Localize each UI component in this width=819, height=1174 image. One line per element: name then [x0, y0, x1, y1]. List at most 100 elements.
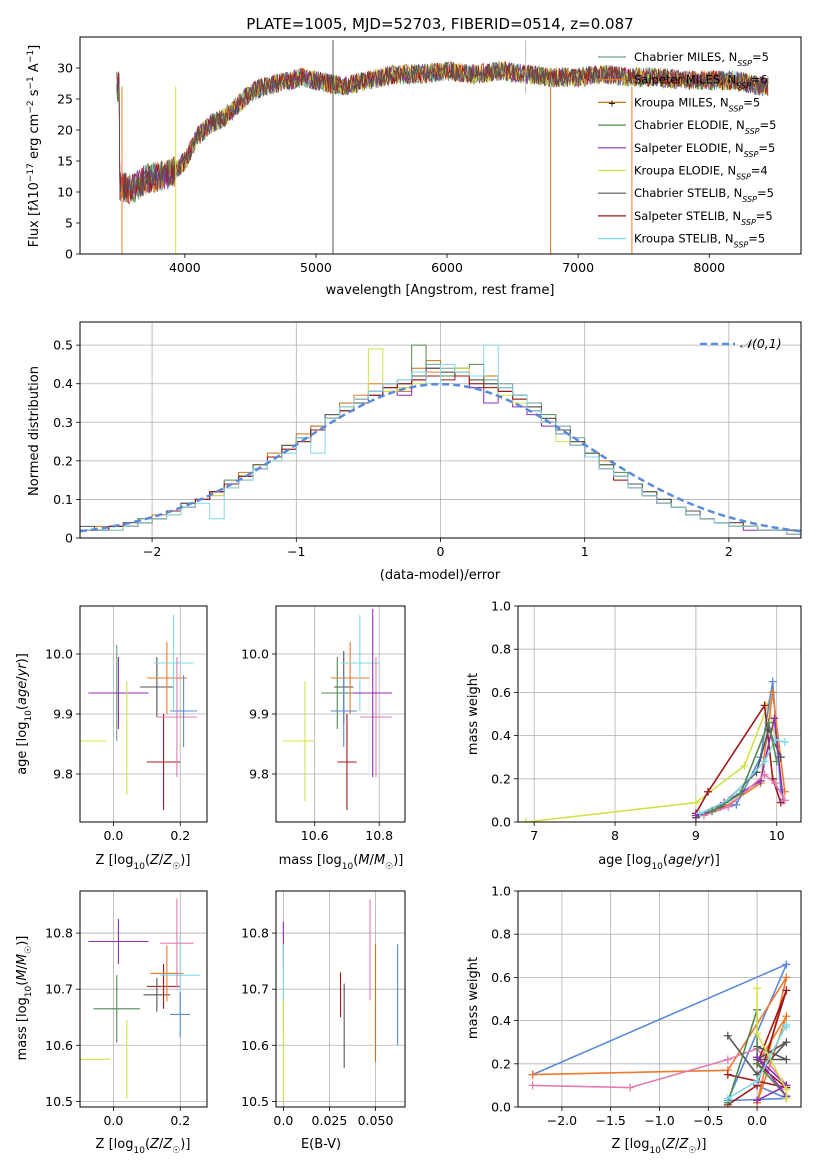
- weight-line: [727, 1035, 787, 1076]
- data-point: [359, 657, 393, 777]
- y-tick-label: 30: [57, 61, 73, 76]
- errorbar-group: [80, 898, 201, 1099]
- y-tick-label: 0.4: [491, 728, 511, 743]
- panel-0-frame: [79, 36, 802, 255]
- mass-ebv-xlabel: E(B-V): [301, 1137, 341, 1152]
- y-tick-label: 0: [65, 531, 73, 546]
- data-point: [330, 642, 370, 714]
- y-tick-label: 0.4: [53, 376, 73, 391]
- x-tick-label: 5000: [300, 260, 332, 275]
- x-tick-label: 9: [692, 828, 700, 843]
- y-tick-label: 25: [57, 92, 73, 107]
- histogram-step: [80, 344, 801, 538]
- weight-marker: [736, 789, 745, 798]
- weight-marker: [723, 1031, 732, 1040]
- weight-series: [723, 1020, 791, 1103]
- weight-series: [699, 770, 789, 820]
- y-tick-label: 10.0: [241, 647, 269, 662]
- normal-legend-label: 𝒩(0,1): [740, 336, 782, 351]
- y-tick-label: 0.5: [53, 338, 73, 353]
- spectrum-series-line: [116, 61, 769, 201]
- y-tick-label: 1.0: [491, 884, 511, 899]
- spectrum-title: PLATE=1005, MJD=52703, FIBERID=0514, z=0…: [246, 15, 633, 33]
- x-tick-label: −1.5: [596, 1113, 626, 1128]
- weight-age-ylabel: mass weight: [466, 673, 481, 755]
- x-tick-label: 8: [611, 828, 619, 843]
- data-point: [146, 963, 181, 1009]
- y-tick-label: 9.8: [53, 767, 73, 782]
- weight-marker: [704, 787, 713, 796]
- data-point: [143, 977, 171, 1012]
- weight-marker: [768, 677, 777, 686]
- data-point: [170, 991, 191, 1037]
- panel-5-axes: 0.0 0.2 10.5 10.6 10.7 10.8: [45, 891, 207, 1128]
- mass-z-ylabel: mass [log10(M/M☉)]: [15, 936, 34, 1061]
- y-tick-label: 10.6: [241, 1038, 269, 1053]
- weight-marker: [528, 1070, 537, 1079]
- weight-marker: [760, 701, 769, 710]
- age-z-xlabel: Z [log10(Z/Z☉)]: [96, 853, 191, 872]
- weight-marker: [782, 973, 791, 982]
- weight-marker: [770, 714, 779, 723]
- x-tick-label: −1.0: [644, 1113, 674, 1128]
- panel-6-frame: [275, 890, 406, 1108]
- y-tick-label: 0.8: [491, 642, 511, 657]
- y-tick-label: 10: [57, 185, 73, 200]
- legend-label: Chabrier STELIB, NSSP=5: [634, 186, 774, 204]
- data-point: [146, 714, 181, 810]
- weight-marker: [691, 798, 700, 807]
- weight-marker: [691, 811, 700, 820]
- weight-marker: [782, 1094, 791, 1103]
- data-point: [353, 609, 393, 777]
- weight-series: [695, 735, 789, 818]
- weight-marker: [753, 1077, 762, 1086]
- data-point: [330, 675, 357, 747]
- weight-marker: [723, 1055, 732, 1064]
- data-point: [340, 615, 380, 711]
- x-tick-label: 10.8: [365, 828, 393, 843]
- data-point: [88, 919, 149, 964]
- errorbar-group: [282, 609, 393, 810]
- weight-marker: [708, 807, 717, 816]
- weight-marker: [780, 796, 789, 805]
- weight-series: [753, 984, 791, 1103]
- panel-1-frame: [79, 321, 802, 539]
- y-tick-label: 0.4: [491, 1013, 511, 1028]
- weight-marker: [768, 688, 777, 697]
- weight-marker: [522, 818, 531, 822]
- y-tick-label: 9.9: [53, 707, 73, 722]
- panel-7-axes: −2.0 −1.5 −1.0 −0.5 0.0 0.0 0.2 0.4 0.6 0.8 1.0: [491, 884, 801, 1128]
- panel-2-frame: [79, 605, 208, 823]
- data-point: [337, 714, 357, 810]
- data-point: [150, 945, 184, 1002]
- x-tick-label: 0.2: [170, 1113, 190, 1128]
- weight-marker: [760, 770, 769, 779]
- x-tick-label: 0.0: [103, 828, 123, 843]
- spectrum-series-line: [116, 60, 769, 205]
- x-tick-label: −0.5: [693, 1113, 723, 1128]
- weight-marker: [753, 1053, 762, 1062]
- weight-marker: [771, 779, 780, 788]
- spectrum-lines: [116, 40, 769, 254]
- spectrum-legend: Chabrier MILES, NSSP=5 Salpeter MILES, NS…: [598, 50, 776, 249]
- data-point: [93, 975, 141, 1043]
- y-tick-label: 15: [57, 154, 73, 169]
- panel-7-frame: [517, 890, 802, 1108]
- data-point: [160, 898, 194, 989]
- panel-6-axes: 0.0 0.025 0.050 10.5 10.6 10.7 10.8: [241, 891, 405, 1128]
- x-tick-label: −1: [287, 544, 305, 559]
- legend-marker: +: [608, 98, 616, 109]
- y-tick-label: 10.6: [45, 1038, 73, 1053]
- legend-label: Kroupa MILES, NSSP=5: [634, 95, 760, 113]
- mass-z-xlabel: Z [log10(Z/Z☉)]: [96, 1137, 191, 1156]
- weight-line: [756, 1056, 788, 1102]
- weight-z-ylabel: mass weight: [466, 957, 481, 1039]
- weight-line: [695, 692, 786, 819]
- data-point: [156, 657, 197, 777]
- y-tick-label: 0.8: [491, 927, 511, 942]
- weight-line: [756, 988, 788, 1099]
- weight-marker: [782, 1012, 791, 1021]
- weight-z-xlabel: Z [log10(Z/Z☉)]: [612, 1137, 707, 1156]
- y-tick-label: 9.8: [249, 767, 269, 782]
